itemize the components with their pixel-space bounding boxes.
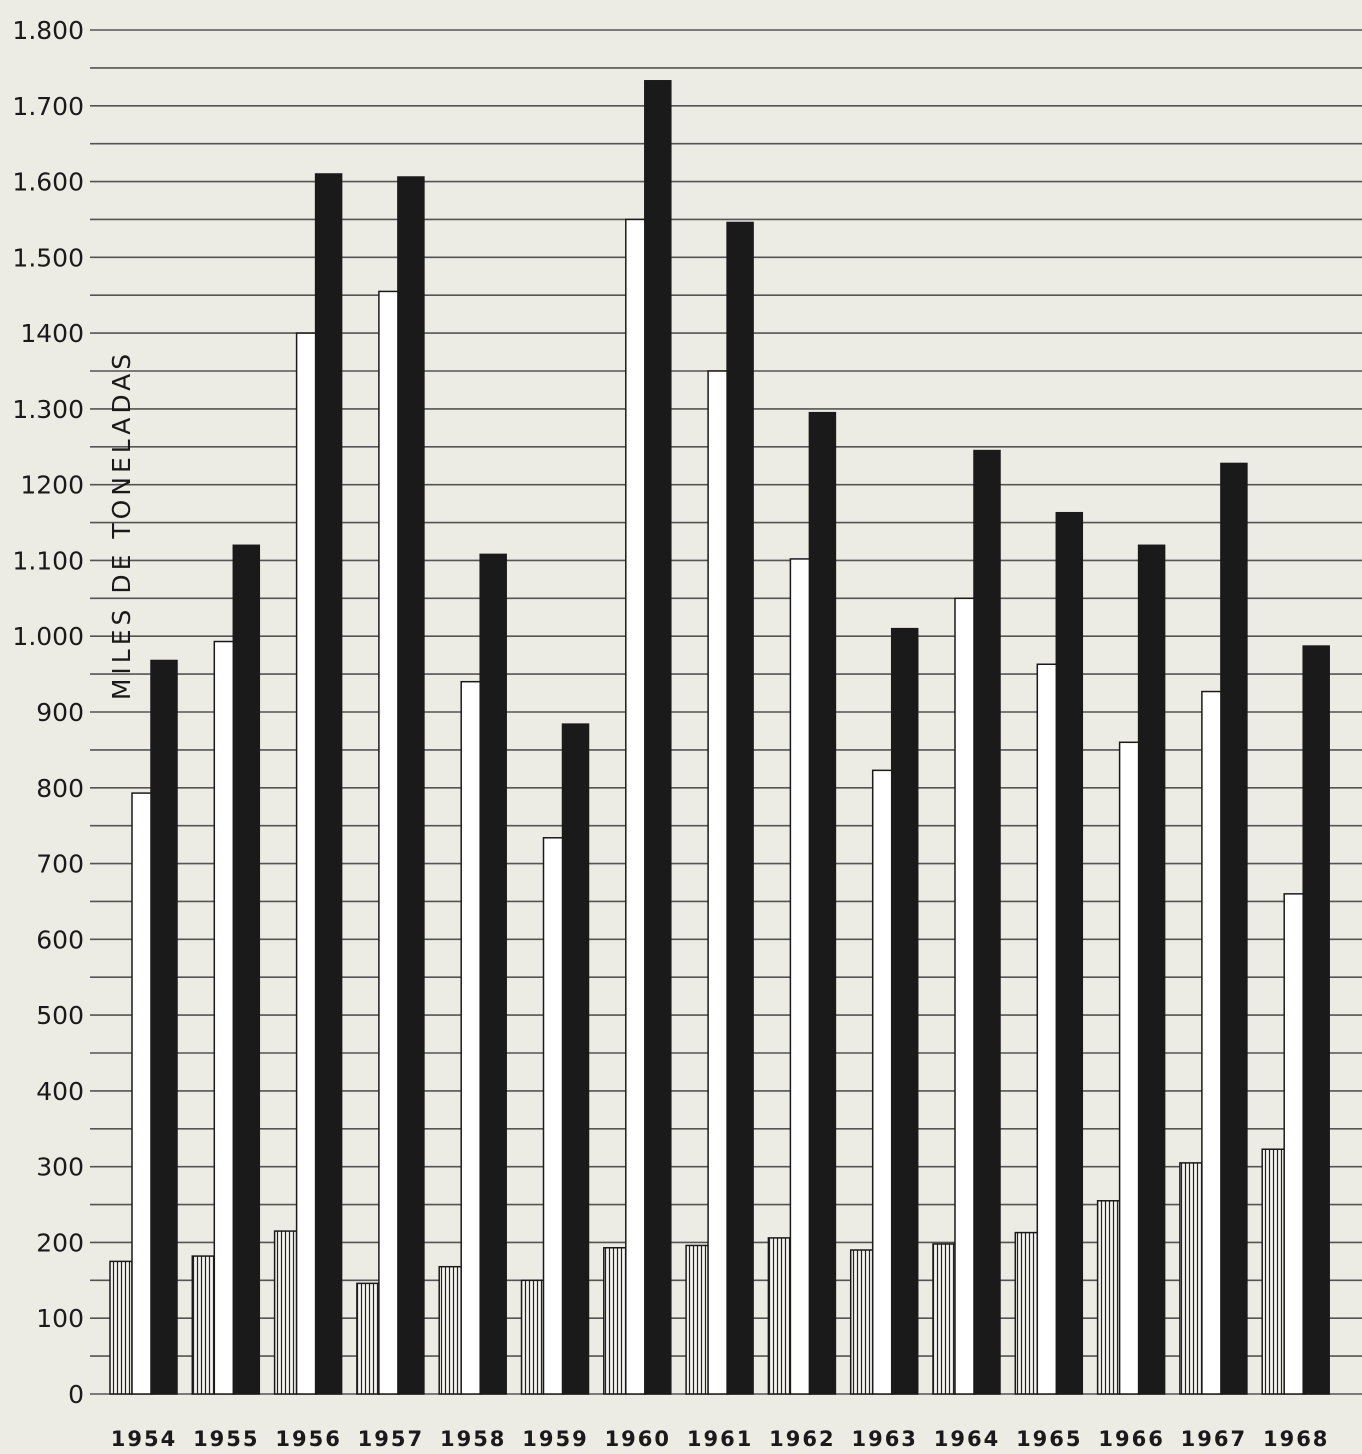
bar-white-1964 [954,597,976,1395]
y-tick-label: 800 [36,774,84,803]
y-tick-label: 1.800 [12,16,84,45]
x-tick-label: 1961 [687,1427,753,1450]
bar-black-1958 [479,553,507,1395]
x-tick-label: 1960 [605,1427,671,1450]
x-axis: 1954 1955 1956 1957 1958 1959 1960 1961 1962 1963… [111,1427,1329,1451]
y-tick-label: 1.600 [12,168,84,197]
x-tick-label: 1954 [111,1427,177,1450]
bar-white-1956 [295,332,318,1395]
x-tick-label: 1957 [358,1427,424,1450]
y-tick-label: 1400 [20,319,84,348]
y-tick-label: 1.100 [12,546,84,575]
bar-white-1963 [871,769,894,1395]
bar-black-1961 [726,221,754,1395]
y-tick-label: 600 [36,925,84,954]
bar-hatched-1959 [520,1279,545,1395]
bar-white-1959 [542,837,565,1395]
y-axis-title: MILES DE TONELADAS [107,350,136,700]
bar-white-1965 [1036,663,1059,1395]
y-tick-label: 100 [36,1304,84,1333]
bar-hatched-1968 [1261,1148,1285,1395]
bar-black-1967 [1220,462,1248,1395]
y-axis: 0 100 200 300 400 500 600 700 800 900 1.000 1.100 12… [12,16,84,1409]
y-tick-label: 1.300 [12,395,84,424]
x-tick-label: 1965 [1016,1427,1082,1450]
bar-white-1957 [378,290,400,1395]
bar-black-1960 [644,80,672,1395]
x-tick-label: 1958 [440,1427,506,1450]
bar-hatched-1967 [1179,1162,1203,1395]
bar-black-1954 [150,659,178,1395]
bar-white-1954 [131,792,153,1395]
bar-hatched-1962 [767,1237,792,1395]
bar-hatched-1954 [109,1260,133,1395]
bar-black-1966 [1137,544,1166,1395]
bar-hatched-1956 [273,1230,298,1395]
x-tick-label: 1959 [522,1427,588,1450]
x-tick-label: 1966 [1098,1427,1164,1450]
x-tick-label: 1963 [851,1427,917,1450]
y-tick-label: 1.700 [12,92,84,121]
bar-hatched-1966 [1096,1200,1121,1395]
bar-black-1964 [973,449,1001,1395]
bar-black-1968 [1302,645,1330,1395]
y-tick-label: 1200 [20,471,84,500]
bar-white-1960 [625,218,647,1395]
bar-hatched-1961 [685,1244,709,1395]
bar-black-1962 [808,411,837,1395]
bar-black-1956 [314,173,343,1395]
bar-black-1957 [397,176,425,1395]
bar-hatched-1963 [849,1249,874,1395]
bar-black-1955 [232,544,261,1395]
bar-white-1961 [707,370,729,1395]
x-tick-label: 1956 [275,1427,341,1450]
bar-white-1955 [213,640,236,1395]
bar-hatched-1958 [438,1265,462,1395]
bar-hatched-1960 [603,1246,627,1395]
bar-black-1959 [561,723,590,1395]
y-tick-label: 700 [36,850,84,879]
bar-white-1962 [789,558,812,1395]
y-tick-label: 900 [36,698,84,727]
bar-white-1967 [1201,690,1223,1395]
y-tick-label: 0 [68,1380,84,1409]
bar-black-1965 [1055,511,1084,1395]
bars [109,80,1330,1395]
bar-white-1968 [1283,893,1305,1395]
y-tick-label: 1.000 [12,622,84,651]
bar-white-1966 [1118,741,1141,1395]
bar-black-1963 [890,627,919,1395]
bar-hatched-1965 [1014,1231,1039,1395]
y-tick-label: 200 [36,1228,84,1257]
y-tick-label: 500 [36,1001,84,1030]
y-tick-label: 400 [36,1077,84,1106]
y-tick-label: 1.500 [12,243,84,272]
bar-hatched-1957 [356,1282,380,1395]
x-tick-label: 1967 [1181,1427,1247,1450]
bar-hatched-1964 [932,1243,956,1395]
x-tick-label: 1962 [769,1427,835,1450]
y-tick-label: 300 [36,1153,84,1182]
x-tick-label: 1964 [934,1427,1000,1450]
bar-hatched-1955 [191,1255,216,1395]
x-tick-label: 1968 [1263,1427,1329,1450]
x-tick-label: 1955 [193,1427,259,1450]
bar-white-1958 [460,680,482,1395]
